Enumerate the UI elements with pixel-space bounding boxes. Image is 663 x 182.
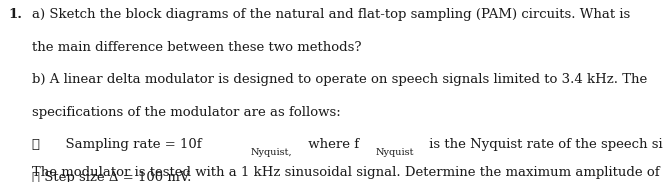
Text: a) Sketch the block diagrams of the natural and flat-top sampling (PAM) circuits: a) Sketch the block diagrams of the natu… (32, 8, 630, 21)
Text: Nyquist,: Nyquist, (251, 148, 292, 157)
Text: where f: where f (304, 138, 359, 151)
Text: The modulator is tested with a 1 kHz sinusoidal signal. Determine the maximum am: The modulator is tested with a 1 kHz sin… (32, 166, 660, 179)
Text: specifications of the modulator are as follows:: specifications of the modulator are as f… (32, 106, 341, 118)
Text: b) A linear delta modulator is designed to operate on speech signals limited to : b) A linear delta modulator is designed … (32, 73, 647, 86)
Text: ➤      Sampling rate = 10f: ➤ Sampling rate = 10f (32, 138, 202, 151)
Text: ➤ Step size Δ = 100 mV.: ➤ Step size Δ = 100 mV. (32, 171, 191, 182)
Text: the main difference between these two methods?: the main difference between these two me… (32, 41, 361, 54)
Text: 1.: 1. (9, 8, 23, 21)
Text: is the Nyquist rate of the speech signal.: is the Nyquist rate of the speech signal… (425, 138, 663, 151)
Text: Nyquist: Nyquist (375, 148, 414, 157)
